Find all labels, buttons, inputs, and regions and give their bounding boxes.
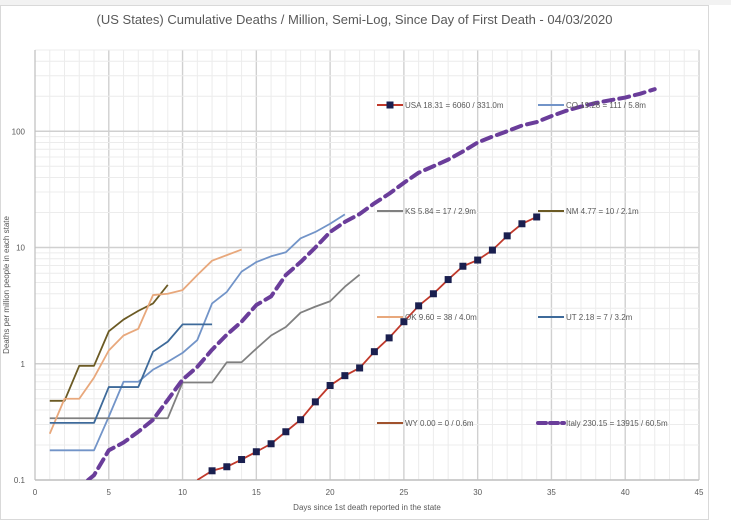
data-point-usa: [503, 232, 511, 240]
data-point-usa: [297, 416, 305, 424]
legend-entry-ut: UT 2.18 = 7 / 3.2m: [538, 313, 633, 322]
legend-label-ks: KS 5.84 = 17 / 2.9m: [405, 207, 476, 216]
x-tick-label: 5: [107, 488, 112, 497]
data-point-usa: [533, 213, 541, 221]
data-point-usa: [474, 256, 482, 264]
series-line-co: [49, 213, 346, 452]
data-point-usa: [341, 372, 349, 380]
data-point-usa: [282, 428, 290, 436]
window-top-strip: [0, 0, 731, 5]
legend-entry-wy: WY 0.00 = 0 / 0.6m: [377, 419, 474, 428]
series-line-ok: [48, 248, 242, 435]
x-tick-label: 25: [399, 488, 408, 497]
data-point-usa: [223, 463, 231, 471]
legend-entry-usa: USA 18.31 = 6060 / 331.0m: [377, 101, 504, 110]
data-point-usa: [267, 440, 275, 448]
data-point-usa: [311, 398, 319, 406]
data-point-usa: [238, 456, 246, 464]
legend-label-italy: Italy 230.15 = 13915 / 60.5m: [566, 419, 668, 428]
x-tick-label: 15: [252, 488, 261, 497]
y-tick-label: 1: [21, 360, 26, 369]
data-point-usa: [252, 448, 260, 456]
grid: [35, 49, 700, 481]
legend-entry-ok: OK 9.60 = 38 / 4.0m: [377, 313, 477, 322]
data-point-usa: [208, 467, 216, 475]
legend-entry-co: CO 19.28 = 111 / 5.8m: [538, 101, 646, 110]
x-tick-label: 45: [695, 488, 704, 497]
chart-frame: [0, 5, 709, 520]
legend-label-ok: OK 9.60 = 38 / 4.0m: [405, 313, 477, 322]
data-point-usa: [356, 364, 364, 372]
legend-entry-nm: NM 4.77 = 10 / 2.1m: [538, 207, 639, 216]
series-line-ut: [49, 323, 213, 424]
x-tick-label: 10: [178, 488, 187, 497]
legend-marker-usa: [386, 101, 394, 109]
y-tick-label: 100: [12, 127, 26, 136]
data-point-usa: [415, 302, 423, 310]
x-tick-label: 30: [473, 488, 482, 497]
legend-label-usa: USA 18.31 = 6060 / 331.0m: [405, 101, 504, 110]
x-tick-label: 35: [547, 488, 556, 497]
data-point-usa: [444, 276, 452, 284]
series-line-usa: [196, 216, 538, 480]
legend-label-nm: NM 4.77 = 10 / 2.1m: [566, 207, 639, 216]
data-point-usa: [518, 220, 526, 228]
series-line-ks: [49, 273, 361, 420]
data-point-usa: [459, 262, 467, 270]
x-tick-label: 0: [33, 488, 38, 497]
chart-title: (US States) Cumulative Deaths / Million,…: [96, 12, 613, 27]
series-line-italy: [86, 87, 657, 480]
y-axis-label: Deaths per million people in each state: [2, 216, 11, 354]
data-point-usa: [429, 290, 437, 298]
legend-label-ut: UT 2.18 = 7 / 3.2m: [566, 313, 633, 322]
y-tick-label: 0.1: [14, 476, 26, 485]
x-tick-label: 40: [621, 488, 630, 497]
data-point-usa: [326, 381, 334, 389]
axes: 0 5 10 15 20 25 30 35 40 45 0.1 1 10 100: [12, 50, 704, 497]
data-point-usa: [488, 246, 496, 254]
legend-label-co: CO 19.28 = 111 / 5.8m: [566, 101, 646, 110]
series-layer: [48, 87, 657, 480]
legend-label-wy: WY 0.00 = 0 / 0.6m: [405, 419, 474, 428]
data-point-usa: [370, 348, 378, 356]
legend-entry-italy: Italy 230.15 = 13915 / 60.5m: [536, 419, 668, 428]
y-tick-label: 10: [16, 244, 25, 253]
x-tick-label: 20: [326, 488, 335, 497]
data-point-usa: [385, 334, 393, 342]
x-axis-label: Days since 1st death reported in the sta…: [293, 503, 441, 512]
legend: USA 18.31 = 6060 / 331.0m CO 19.28 = 111 …: [377, 101, 668, 428]
data-point-usa: [400, 318, 408, 326]
legend-entry-ks: KS 5.84 = 17 / 2.9m: [377, 207, 476, 216]
